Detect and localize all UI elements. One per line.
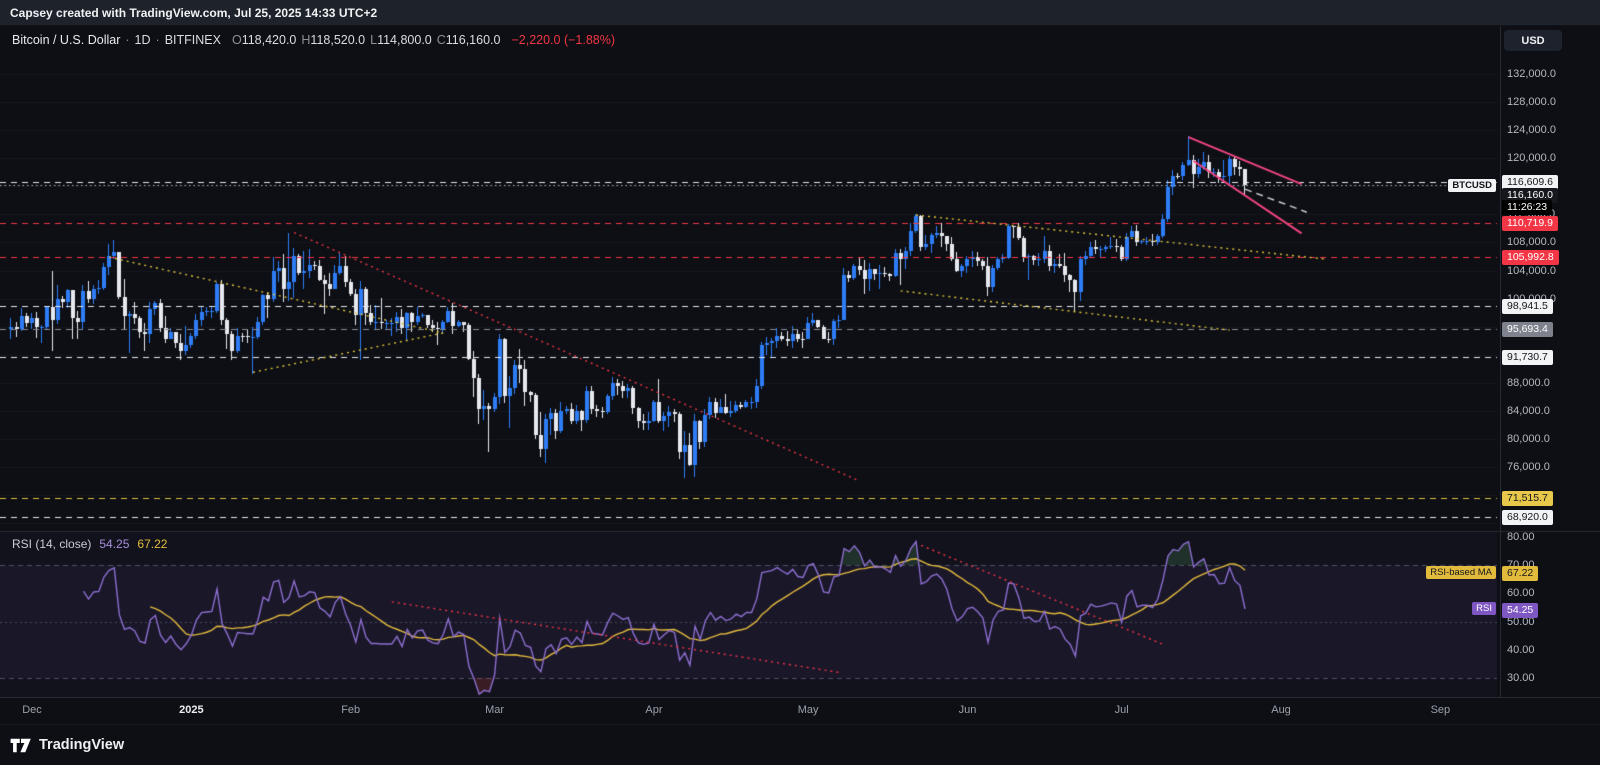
price-line-symbol-tag: BTCUSD xyxy=(1448,179,1496,192)
tradingview-wordmark[interactable]: TradingView xyxy=(39,737,125,753)
rsi-title: RSI (14, close) xyxy=(12,537,92,551)
watermark-credit-text: Capsey created with TradingView.com, Jul… xyxy=(10,5,378,20)
high-label: H xyxy=(301,33,311,47)
rsi-ma-current-value: 67.22 xyxy=(137,537,168,551)
low-label: L xyxy=(370,33,378,47)
currency-button[interactable]: USD xyxy=(1504,30,1562,51)
symbol-legend[interactable]: Bitcoin / U.S. Dollar · 1D · BITFINEX O1… xyxy=(12,33,615,47)
close-value: 116,160.0 xyxy=(445,33,501,47)
open-value: 118,420.0 xyxy=(241,33,297,47)
open-label: O xyxy=(231,33,242,47)
tradingview-logo[interactable] xyxy=(10,738,32,753)
chart-canvas[interactable] xyxy=(0,0,1600,723)
rsi-line-tag: RSI xyxy=(1472,602,1496,615)
price-axis-border xyxy=(1500,26,1501,723)
rsi-current-value: 54.25 xyxy=(99,537,130,551)
change-value: −2,220.0 (−1.88%) xyxy=(511,33,616,47)
time-axis[interactable] xyxy=(0,697,1600,723)
timeframe-label: 1D xyxy=(134,33,151,47)
symbol-title: Bitcoin / U.S. Dollar xyxy=(12,33,121,47)
close-label: C xyxy=(436,33,446,47)
low-value: 114,800.0 xyxy=(377,33,432,47)
legend-separator: · xyxy=(125,33,130,47)
high-value: 118,520.0 xyxy=(310,33,366,47)
rsi-ma-line-tag: RSI-based MA xyxy=(1426,566,1496,579)
watermark-credit-bar: Capsey created with TradingView.com, Jul… xyxy=(0,0,1600,26)
rsi-legend[interactable]: RSI (14, close) 54.25 67.22 xyxy=(12,537,167,551)
exchange-label: BITFINEX xyxy=(164,33,221,47)
footer-bar: TradingView xyxy=(0,724,1600,765)
legend-separator: · xyxy=(155,33,160,47)
